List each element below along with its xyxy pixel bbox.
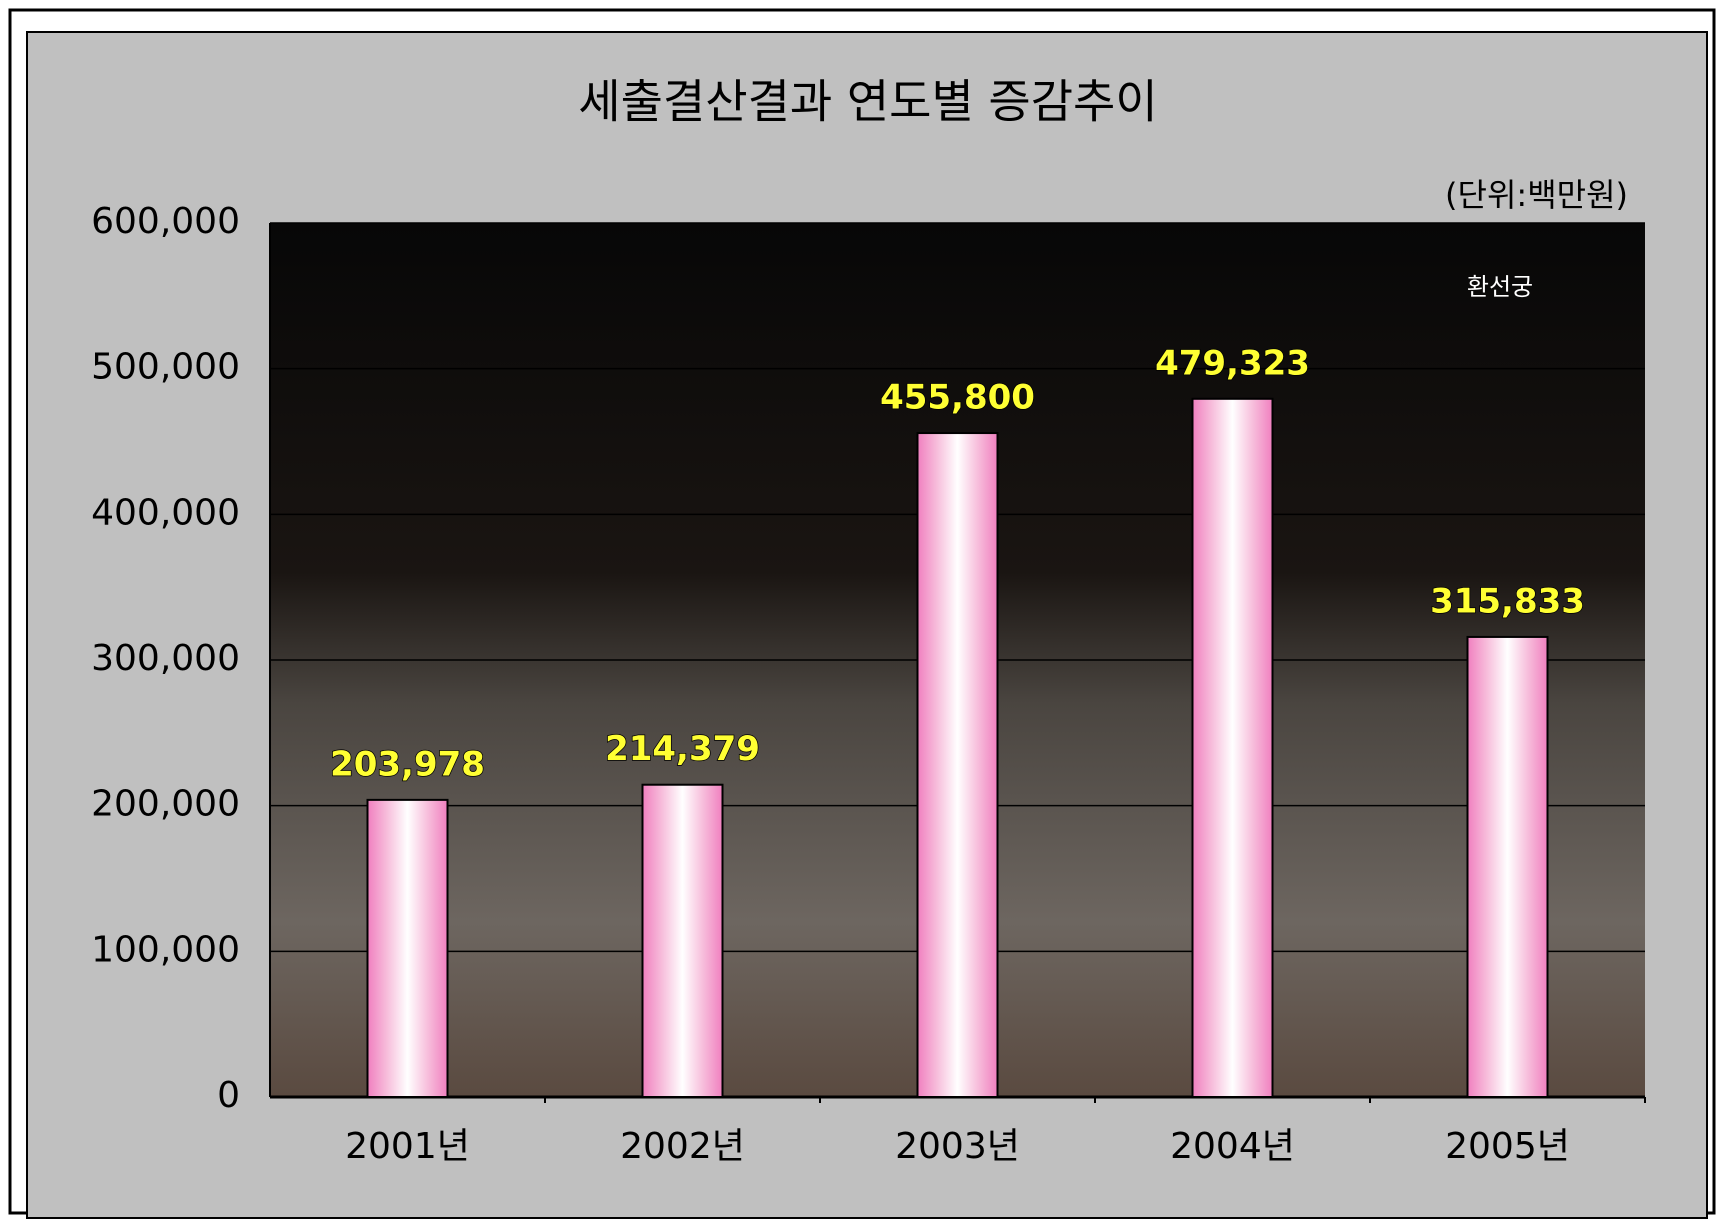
annotation: 환선궁 — [1467, 273, 1533, 301]
y-tick-label: 100,000 — [91, 929, 240, 970]
value-label: 315,833 — [1430, 581, 1585, 621]
y-tick-label: 500,000 — [91, 347, 240, 388]
bar — [366, 798, 449, 1099]
bar — [1191, 397, 1274, 1098]
value-label: 214,379 — [605, 729, 760, 769]
x-tick-label: 2003년 — [895, 1126, 1020, 1167]
value-label: 479,323 — [1155, 343, 1310, 383]
y-tick-label: 300,000 — [91, 638, 240, 679]
x-tick-label: 2004년 — [1170, 1126, 1295, 1167]
x-tick-label: 2002년 — [620, 1126, 745, 1167]
chart-title: 세출결산결과 연도별 증감추이 — [578, 75, 1157, 129]
unit-label: (단위:백만원) — [1445, 176, 1628, 214]
x-tick-label: 2001년 — [345, 1126, 470, 1167]
value-label: 203,978 — [330, 744, 485, 784]
bar — [916, 432, 999, 1098]
y-tick-label: 600,000 — [91, 201, 240, 242]
y-tick-label: 0 — [217, 1075, 240, 1116]
value-label: 455,800 — [880, 378, 1035, 418]
bar — [641, 783, 724, 1098]
x-tick-label: 2005년 — [1445, 1126, 1570, 1167]
y-tick-label: 200,000 — [91, 784, 240, 825]
bar — [1466, 635, 1549, 1098]
y-tick-label: 400,000 — [91, 492, 240, 533]
